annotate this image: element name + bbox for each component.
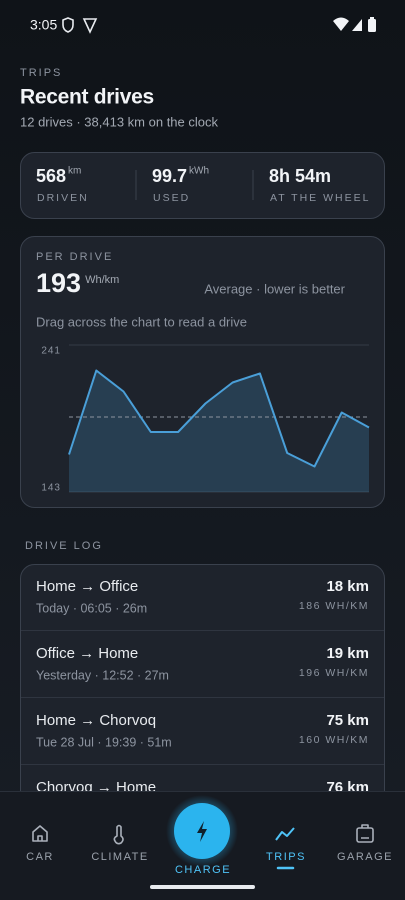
chart-note: Average · lower is better (204, 281, 345, 296)
page-title: Recent drives (20, 86, 154, 109)
nav-icons (32, 824, 374, 845)
row-efficiency: 186 WH/KM (299, 600, 369, 612)
row-efficiency: 160 WH/KM (299, 734, 369, 746)
chart-eyebrow: PER DRIVE (36, 251, 113, 263)
stats-card (20, 152, 385, 219)
status-time: 3:05 (30, 17, 57, 33)
charge-icon (197, 821, 207, 842)
row-distance: 75 km (326, 712, 369, 729)
chart-card (20, 236, 385, 508)
chart[interactable]: 143 241 (41, 344, 370, 494)
page-subtitle: 12 drives · 38,413 km on the clock (20, 114, 218, 129)
nav-label[interactable]: GARAGE (337, 851, 393, 863)
row-distance: 18 km (326, 578, 369, 595)
row-route: Home → Office (36, 578, 138, 595)
row-detail: Tue 28 Jul · 19:39 · 51m (36, 735, 172, 749)
status-icons-left (62, 17, 98, 34)
y-tick-label: 143 (41, 483, 61, 494)
stat-value: 99.7 (152, 166, 187, 186)
stats: 568 km DRIVEN 99.7 kWh USED 8h 54m AT THE WHEEL (36, 166, 370, 204)
average-unit: Wh/km (85, 274, 119, 286)
average-value: 193 (36, 268, 81, 298)
row-detail: Today · 06:05 · 26m (36, 601, 147, 615)
home-indicator (150, 885, 255, 889)
nav-label[interactable]: TRIPS (266, 851, 306, 863)
row-route: Home → Chorvoq (36, 712, 156, 729)
stat-label: DRIVEN (37, 192, 89, 204)
section-title: DRIVE LOG (25, 540, 103, 552)
page-eyebrow: TRIPS (20, 67, 62, 79)
line (68, 369, 370, 468)
row-route: Office → Home (36, 645, 138, 662)
stat-value: 568 (36, 166, 66, 186)
stat-value: 8h 54m (269, 166, 331, 186)
row-distance: 19 km (326, 645, 369, 662)
y-tick-label: 241 (41, 346, 61, 357)
status-icons-right (333, 17, 376, 32)
area-fill (69, 370, 369, 492)
nav-label[interactable]: CHARGE (175, 864, 231, 876)
stat-unit: kWh (189, 166, 209, 177)
stat-unit: km (68, 166, 81, 177)
chart-hint: Drag across the chart to read a drive (36, 314, 247, 329)
nav: CAR CLIMATE CHARGE TRIPS GARAGE (26, 851, 393, 876)
stat-label: AT THE WHEEL (270, 192, 370, 204)
row-efficiency: 196 WH/KM (299, 667, 369, 679)
nav-label[interactable]: CLIMATE (91, 851, 148, 863)
nav-label[interactable]: CAR (26, 851, 54, 863)
stat-label: USED (153, 192, 190, 204)
row-detail: Yesterday · 12:52 · 27m (36, 668, 169, 682)
